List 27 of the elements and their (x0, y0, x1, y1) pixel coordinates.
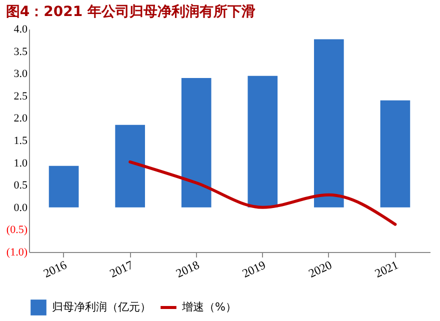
y-tick-label: 2.0 (14, 112, 28, 125)
y-tick-label: 1.5 (14, 135, 28, 147)
x-tick-label: 2020 (306, 258, 334, 281)
chart-title: 图4：2021 年公司归母净利润有所下滑 (6, 3, 256, 20)
x-tick-label: 2018 (174, 258, 202, 281)
bar (48, 166, 79, 208)
y-tick-label: 1.0 (14, 157, 28, 170)
y-tick-label: 3.5 (14, 46, 28, 58)
bar (314, 39, 344, 208)
bar (248, 76, 278, 208)
x-tick-label: 2016 (41, 258, 69, 281)
legend-label: 归母净利润（亿元） (52, 300, 151, 314)
y-tick-label: 0.0 (14, 202, 28, 214)
y-tick-label: 3.0 (14, 68, 28, 80)
y-tick-label: 2.5 (14, 90, 28, 102)
x-tick-label: 2021 (372, 258, 400, 281)
x-tick-label: 2019 (240, 258, 268, 281)
x-tick-label: 2017 (107, 258, 136, 281)
y-tick-label: (1.0) (6, 246, 28, 258)
y-tick-label: 4.0 (14, 24, 28, 36)
bar (115, 124, 145, 208)
line-series (128, 160, 397, 226)
legend-label: 增速（%） (181, 300, 236, 314)
bar (181, 78, 212, 208)
y-tick-label: (0.5) (6, 224, 28, 236)
bar (380, 100, 410, 208)
y-tick-label: 0.5 (14, 180, 28, 192)
